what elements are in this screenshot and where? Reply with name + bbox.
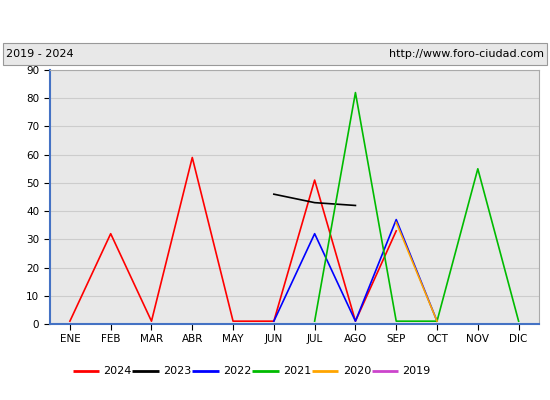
FancyBboxPatch shape — [3, 43, 547, 65]
Text: 2023: 2023 — [163, 366, 191, 376]
Text: 2019 - 2024: 2019 - 2024 — [6, 49, 73, 59]
Text: 2024: 2024 — [103, 366, 132, 376]
Text: 2020: 2020 — [343, 366, 371, 376]
Text: 2022: 2022 — [223, 366, 251, 376]
Text: Evolucion Nº Turistas Nacionales en el municipio de Castellanos de Zapardiel: Evolucion Nº Turistas Nacionales en el m… — [5, 14, 545, 28]
Text: http://www.foro-ciudad.com: http://www.foro-ciudad.com — [389, 49, 544, 59]
Text: 2019: 2019 — [403, 366, 431, 376]
Text: 2021: 2021 — [283, 366, 311, 376]
